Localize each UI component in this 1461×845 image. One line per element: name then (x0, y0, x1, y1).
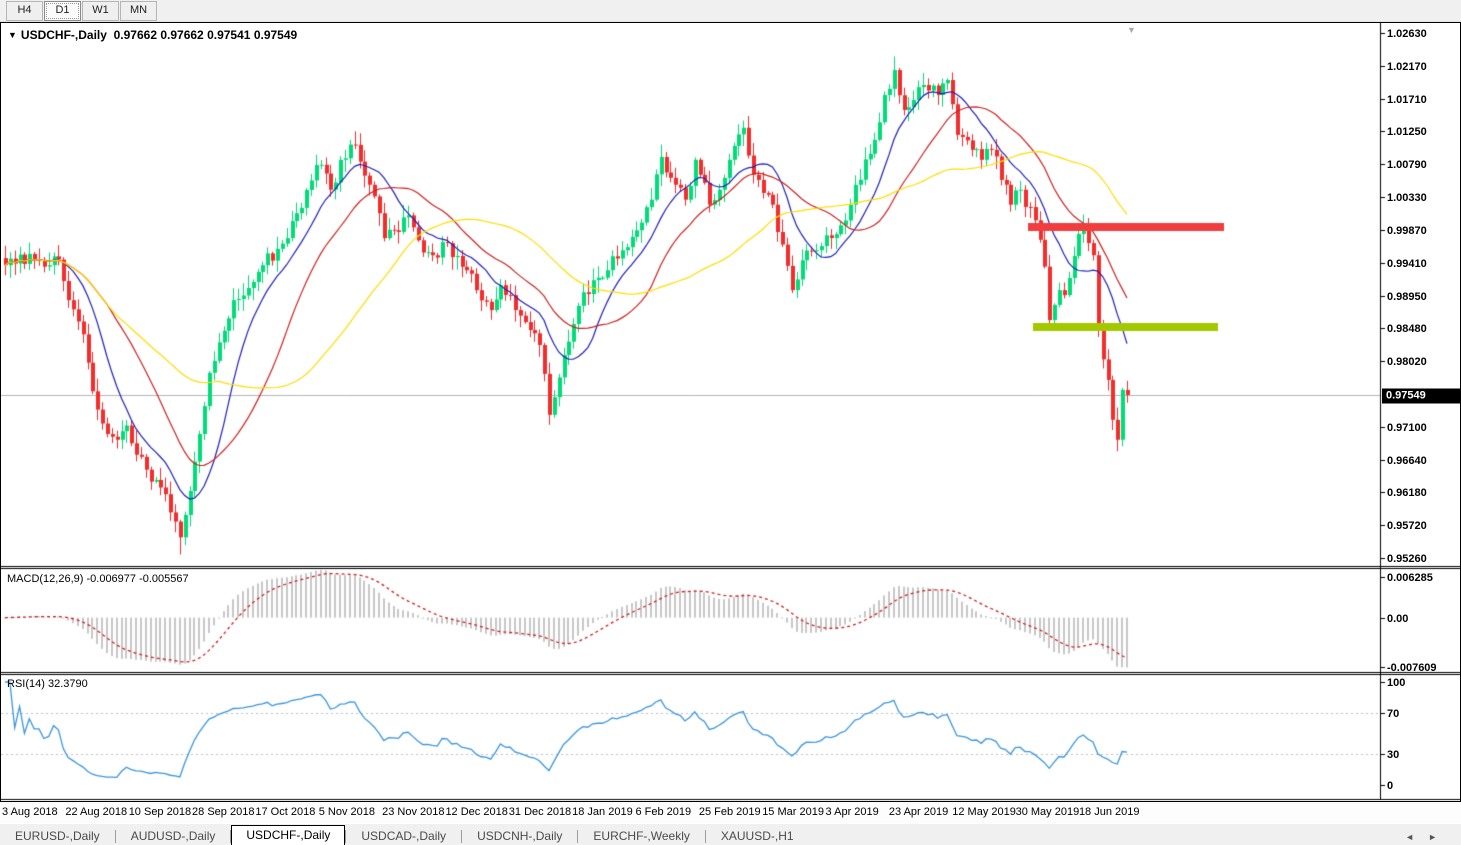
current-price-badge: 0.97549 (1382, 388, 1460, 404)
tab-separator (461, 830, 463, 843)
date-tick-label: 28 Sep 2018 (192, 806, 255, 818)
price-tick-label: 0.95720 (1387, 520, 1427, 533)
date-tick-label: 3 Apr 2019 (825, 806, 879, 818)
tab-separator (114, 830, 116, 843)
rsi-axis-label: 100 (1387, 677, 1406, 689)
tab-separator (230, 830, 232, 843)
macd-name: MACD(12,26,9) (7, 573, 84, 585)
ohlc-low: 0.97541 (207, 28, 251, 42)
timeframe-button-mn[interactable]: MN (120, 0, 157, 21)
timeframe-button-d1[interactable]: D1 (44, 0, 81, 21)
chart-tab-audusd[interactable]: AUDUSD-,Daily (130, 829, 216, 843)
tab-scroll-arrows[interactable]: ◄► (1405, 832, 1451, 842)
rsi-axis-label: 30 (1387, 749, 1400, 762)
date-tick-label: 12 May 2019 (952, 806, 1016, 818)
timeframe-button-w1[interactable]: W1 (82, 0, 119, 21)
chart-window: ▼ USDCHF-,Daily 0.97662 0.97662 0.97541 0… (0, 22, 1461, 802)
chart-tab-xauusd[interactable]: XAUUSD-,H1 (720, 829, 794, 843)
price-tick-label: 0.98020 (1387, 356, 1427, 369)
macd-axis-label: -0.007609 (1387, 661, 1437, 674)
date-tick-label: 17 Oct 2018 (255, 806, 316, 818)
date-tick-label: 6 Feb 2019 (635, 806, 692, 818)
date-tick-label: 18 Jan 2019 (572, 806, 633, 818)
date-tick-label: 25 Feb 2019 (698, 806, 761, 818)
rsi-name: RSI(14) (7, 678, 45, 690)
tab-list: EURUSD-,Daily AUDUSD-,Daily USDCHF-,Daily U… (0, 825, 809, 845)
macd-values: -0.006977 -0.005567 (86, 573, 189, 585)
date-tick-label: 15 Mar 2019 (762, 806, 824, 818)
date-tick-label: 23 Nov 2018 (382, 806, 445, 818)
date-tick-label: 3 Aug 2018 (2, 806, 58, 818)
rsi-axis-label: 0 (1387, 780, 1394, 792)
chart-symbol-label: USDCHF-,Daily (20, 28, 107, 42)
price-tick-label: 0.97100 (1387, 421, 1427, 434)
price-tick-label: 0.96180 (1387, 487, 1427, 500)
price-tick-label: 1.00330 (1387, 192, 1427, 205)
chart-shift-icon[interactable]: ▼ (1127, 25, 1136, 35)
symbol-dropdown-icon[interactable]: ▼ (8, 30, 17, 40)
tab-scroll-right-icon[interactable]: ► (1428, 832, 1451, 842)
date-tick-label: 31 Dec 2018 (508, 806, 572, 818)
date-tick-label: 5 Nov 2018 (318, 806, 376, 818)
chart-tab-bar: EURUSD-,Daily AUDUSD-,Daily USDCHF-,Daily U… (0, 823, 1461, 845)
chart-title: ▼ USDCHF-,Daily 0.97662 0.97662 0.97541 0… (8, 28, 297, 42)
rsi-value: 32.3790 (47, 678, 88, 690)
chart-tab-usdcad[interactable]: USDCAD-,Daily (361, 829, 447, 843)
tab-scroll-left-icon[interactable]: ◄ (1405, 832, 1429, 842)
price-tick-label: 0.99410 (1387, 257, 1427, 270)
price-tick-label: 1.01710 (1387, 93, 1427, 106)
macd-indicator-label: MACD(12,26,9) -0.006977 -0.005567 (7, 573, 189, 585)
date-tick-label: 18 Jun 2019 (1078, 806, 1140, 818)
chart-tab-eurchf[interactable]: EURCHF-,Weekly (593, 829, 690, 843)
date-tick-label: 10 Sep 2018 (128, 806, 192, 818)
price-tick-label: 0.98950 (1387, 290, 1427, 303)
date-tick-label: 12 Dec 2018 (445, 806, 508, 818)
date-tick-label: 22 Aug 2018 (65, 806, 128, 818)
price-tick-label: 1.02170 (1387, 60, 1427, 73)
tab-separator (577, 830, 579, 843)
price-tick-label: 0.95260 (1387, 553, 1427, 565)
rsi-indicator-label: RSI(14) 32.3790 (7, 678, 88, 690)
date-tick-label: 23 Apr 2019 (888, 806, 949, 818)
date-tick-label: 30 May 2019 (1015, 806, 1080, 818)
chart-tab-usdchf[interactable]: USDCHF-,Daily (231, 825, 346, 845)
macd-axis-label: 0.00 (1387, 612, 1409, 625)
tab-separator (345, 830, 347, 843)
price-tick-label: 0.98480 (1387, 323, 1427, 336)
timeframe-toolbar: H4 D1 W1 MN (0, 0, 1461, 22)
price-tick-label: 1.00790 (1387, 159, 1427, 172)
timeframe-button-h4[interactable]: H4 (6, 0, 43, 21)
tab-separator (704, 830, 706, 843)
chart-canvas[interactable] (1, 23, 1460, 801)
price-tick-label: 1.01250 (1387, 126, 1427, 139)
ohlc-open: 0.97662 (113, 28, 157, 42)
price-tick-label: 1.02630 (1387, 28, 1427, 40)
price-tick-label: 0.96640 (1387, 454, 1427, 467)
price-tick-label: 0.99870 (1387, 224, 1427, 237)
macd-axis-label: 0.006285 (1387, 572, 1433, 585)
date-axis[interactable]: 3 Aug 2018 22 Aug 2018 10 Sep 2018 28 Sep 2… (0, 802, 1461, 824)
ohlc-high: 0.97662 (160, 28, 204, 42)
rsi-axis-label: 70 (1387, 707, 1400, 720)
chart-tab-usdcnh[interactable]: USDCNH-,Daily (477, 829, 563, 843)
ohlc-close: 0.97549 (253, 28, 298, 42)
chart-tab-eurusd[interactable]: EURUSD-,Daily (15, 829, 100, 843)
